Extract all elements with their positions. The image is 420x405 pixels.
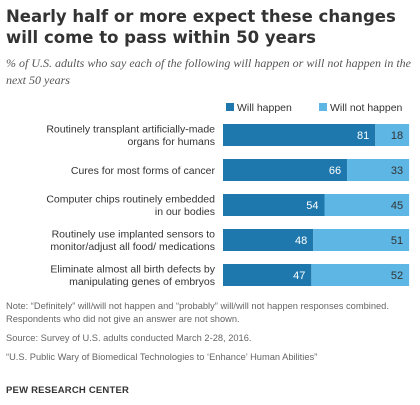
org-name: PEW RESEARCH CENTER (6, 385, 130, 396)
category-label: in our bodies (155, 206, 215, 218)
category-label: Routinely use implanted sensors to (52, 229, 216, 241)
category-label: Computer chips routinely embedded (46, 194, 215, 206)
bar-segment (223, 124, 376, 146)
bar-segment (223, 229, 314, 251)
legend-swatch-1 (319, 103, 327, 111)
data-label: 33 (391, 165, 403, 177)
bar-segment (347, 159, 410, 181)
bar-segment (223, 159, 348, 181)
category-label: manipulating genes of embryos (69, 276, 215, 288)
category-label: monitor/adjust all food/ medications (50, 241, 215, 253)
stacked-bar-chart: Will happen Will not happen Routinely tran… (46, 102, 410, 288)
legend-label-1: Will not happen (330, 102, 403, 114)
data-label: 81 (357, 130, 369, 142)
data-label: 18 (391, 130, 403, 142)
category-label: organs for humans (127, 136, 215, 148)
chart-subtitle: % of U.S. adults who say each of the fol… (6, 56, 411, 87)
data-label: 66 (329, 165, 341, 177)
source-text: Source: Survey of U.S. adults conducted … (6, 332, 252, 343)
category-label: Cures for most forms of cancer (71, 165, 216, 177)
legend-label-0: Will happen (237, 102, 292, 114)
legend-swatch-0 (226, 103, 234, 111)
data-label: 54 (306, 200, 318, 212)
notes-section: Note: “Definitely” will/will not happen … (6, 300, 416, 370)
bar-segment (223, 264, 312, 286)
bar-segment (223, 194, 325, 216)
data-label: 52 (391, 270, 403, 282)
category-label: Routinely transplant artificially-made (46, 124, 215, 136)
data-label: 51 (391, 235, 403, 247)
report-title: “U.S. Public Wary of Biomedical Technolo… (6, 351, 318, 362)
note-text: Note: “Definitely” will/will not happen … (6, 301, 389, 324)
category-label: Eliminate almost all birth defects by (50, 264, 215, 276)
data-label: 45 (391, 200, 403, 212)
bar-segment (311, 264, 410, 286)
bar-segment (375, 124, 410, 146)
bar-segment (324, 194, 410, 216)
bar-segment (313, 229, 410, 251)
chart-title: Nearly half or more expect these changes… (6, 7, 396, 47)
data-label: 48 (295, 235, 307, 247)
data-label: 47 (293, 270, 305, 282)
